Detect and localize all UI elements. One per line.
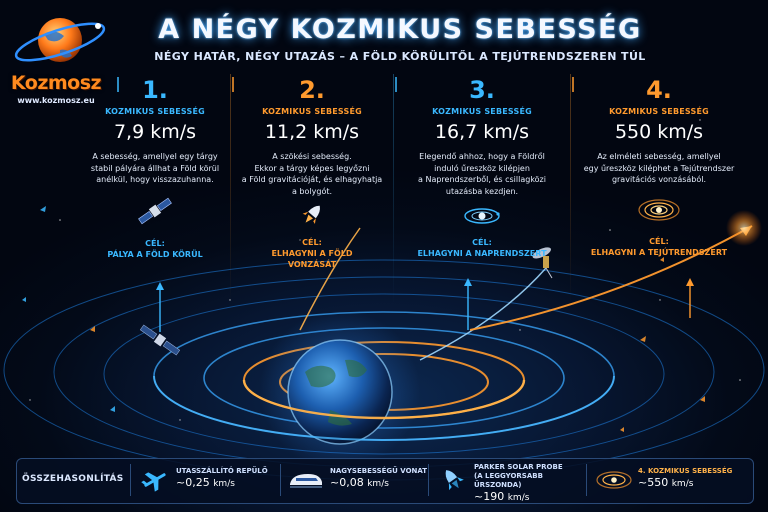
velocity-goal: ELHAGYNI A TEJÚTRENDSZERT (590, 247, 728, 257)
velocity-label: KOZMIKUS SEBESSÉG (262, 107, 362, 116)
comparison-item-airplane: UTASSZÁLLÍTÓ REPÜLŐ ~0,25 km/s (176, 467, 268, 489)
velocity-number: 2. (299, 76, 325, 104)
solar-system-icon (464, 208, 500, 224)
velocity-goal: ELHAGYNI A FÖLD (271, 249, 353, 258)
velocity-number: 3. (469, 76, 495, 104)
velocity-value: 16,7 km/s (434, 121, 530, 143)
comparison-title: ÖSSZEHASONLÍTÁS (22, 474, 124, 484)
probe-icon (445, 470, 464, 491)
velocity-goal: PÁLYA A FÖLD KÖRÜL (107, 249, 203, 259)
velocity-goal-prefix: CÉL: (145, 238, 165, 248)
velocity-card-3: 3. KOZMIKUS SEBESSÉG 16,7 km/s Elegendő … (394, 76, 570, 306)
velocity-goal-prefix: CÉL: (302, 238, 322, 247)
velocity-number: 4. (646, 76, 672, 104)
velocity-description: A szökési sebesség. Ekkor a tárgy képes l… (241, 152, 383, 196)
velocity-card-4: 4. KOZMIKUS SEBESSÉG 550 km/s Az elmélet… (571, 76, 747, 306)
velocity-goal-prefix: CÉL: (649, 236, 669, 246)
velocity-label: KOZMIKUS SEBESSÉG (609, 107, 709, 116)
rocket-icon (302, 205, 320, 224)
velocity-description: Elegendő ahhoz, hogy a Földről induló űre… (418, 152, 546, 196)
velocity-goal-prefix: CÉL: (472, 238, 492, 247)
train-icon (290, 474, 322, 488)
comparison-divider (586, 464, 587, 496)
velocity-value: 7,9 km/s (113, 121, 197, 143)
column-divider (230, 74, 231, 304)
column-divider (393, 74, 394, 304)
velocity-description: A sebesség, amellyel egy tárgy stabil pál… (90, 152, 220, 184)
brand-name: Kozmosz (10, 72, 102, 94)
comparison-item-cosmic-4: 4. KOZMIKUS SEBESSÉG ~550 km/s (638, 467, 733, 489)
velocity-card-2: 2. KOZMIKUS SEBESSÉG 11,2 km/s A szökési… (231, 76, 393, 306)
velocity-label: KOZMIKUS SEBESSÉG (432, 107, 532, 116)
comparison-divider (130, 464, 131, 496)
velocity-goal: VONZÁSÁT (287, 260, 337, 269)
airplane-icon (141, 472, 166, 492)
velocity-label: KOZMIKUS SEBESSÉG (105, 107, 205, 116)
stars (29, 59, 741, 421)
column-divider (570, 74, 571, 304)
page-subtitle: NÉGY HATÁR, NÉGY UTAZÁS – A FÖLD KÖRÜLIT… (154, 50, 646, 63)
comparison-item-train: NAGYSEBESSÉGŰ VONAT ~0,08 km/s (330, 467, 428, 489)
kozmosz-logo-icon (14, 18, 106, 62)
velocity-description: Az elméleti sebesség, amellyel egy űreszk… (583, 152, 735, 184)
comparison-divider (428, 464, 429, 496)
brand-url[interactable]: www.kozmosz.eu (17, 96, 95, 105)
velocity-value: 11,2 km/s (264, 121, 360, 143)
galaxy-icon (596, 471, 632, 489)
velocity-goal: ELHAGYNI A NAPRENDSZERT (417, 249, 547, 258)
velocity-card-1: 1. KOZMIKUS SEBESSÉG 7,9 km/s A sebesség… (80, 76, 230, 306)
page-title: A NÉGY KOZMIKUS SEBESSÉG (158, 14, 642, 45)
galaxy-icon (638, 198, 680, 221)
satellite-icon (138, 197, 172, 224)
velocity-number: 1. (142, 76, 168, 104)
comparison-divider (280, 464, 281, 496)
comparison-item-probe: PARKER SOLAR PROBE (A LEGGYORSABB ŰRSZON… (474, 463, 563, 503)
velocity-value: 550 km/s (614, 121, 704, 143)
satellite-orbit-icon (139, 324, 181, 356)
probe-satellite-icon (532, 247, 553, 279)
